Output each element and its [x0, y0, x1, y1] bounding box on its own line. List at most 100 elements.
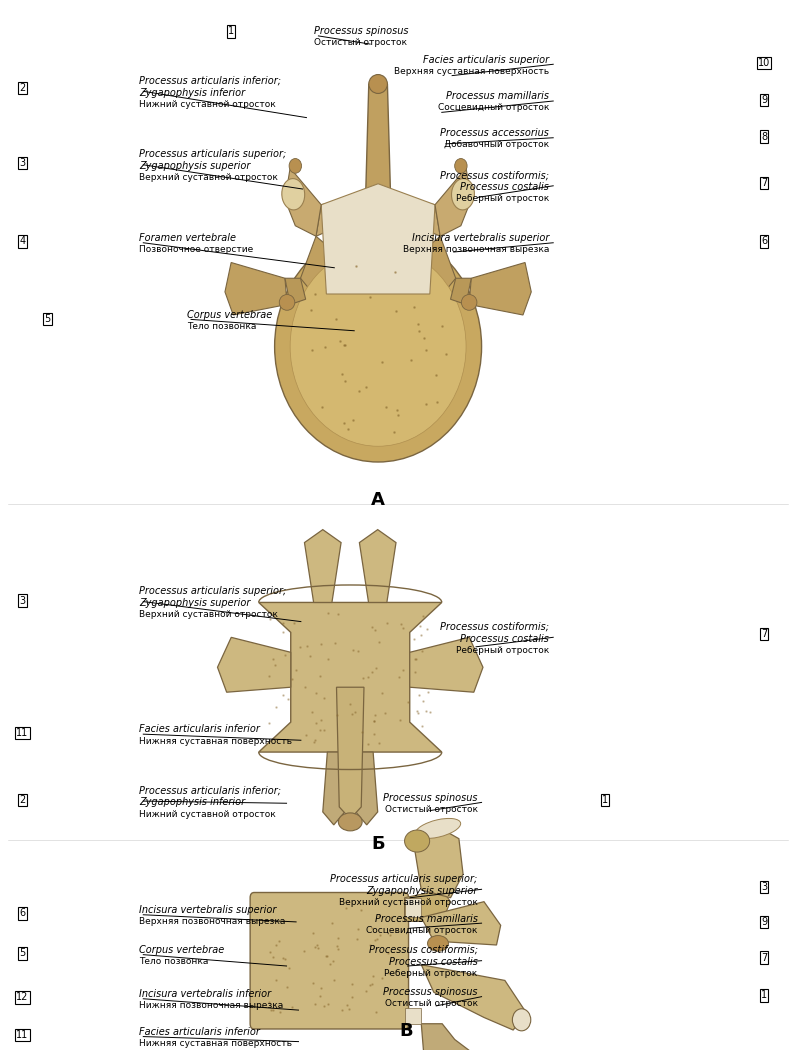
Ellipse shape — [427, 936, 448, 951]
Polygon shape — [259, 603, 442, 752]
Ellipse shape — [369, 75, 388, 93]
Ellipse shape — [404, 830, 430, 853]
Text: Corpus vertebrae: Corpus vertebrae — [187, 310, 272, 320]
Text: Processus costalis: Processus costalis — [388, 958, 478, 967]
Polygon shape — [404, 889, 451, 922]
Text: Верхний суставной отросток: Верхний суставной отросток — [339, 898, 478, 907]
Text: 7: 7 — [761, 952, 767, 963]
Text: Остистый отросток: Остистый отросток — [384, 804, 478, 814]
Text: Foramen vertebrale: Foramen vertebrale — [139, 233, 236, 244]
Text: 5: 5 — [45, 314, 51, 324]
Text: Incisura vertebralis superior: Incisura vertebralis superior — [412, 233, 549, 244]
Polygon shape — [321, 184, 435, 294]
Text: 11: 11 — [16, 1030, 29, 1041]
Polygon shape — [413, 827, 463, 898]
Polygon shape — [404, 898, 421, 918]
Text: Processus spinosus: Processus spinosus — [383, 793, 478, 803]
Text: Реберный отросток: Реберный отросток — [456, 646, 549, 655]
Ellipse shape — [513, 1009, 531, 1031]
Polygon shape — [285, 278, 306, 304]
Polygon shape — [469, 262, 531, 315]
Text: Facies articularis superior: Facies articularis superior — [423, 55, 549, 65]
Text: Processus articularis superior;: Processus articularis superior; — [139, 149, 287, 160]
Text: В: В — [399, 1022, 413, 1040]
Ellipse shape — [279, 295, 295, 311]
Polygon shape — [285, 168, 321, 236]
Polygon shape — [391, 194, 440, 236]
Text: Тело позвонка: Тело позвонка — [139, 958, 209, 966]
Text: А: А — [371, 491, 385, 509]
Ellipse shape — [282, 178, 305, 210]
Polygon shape — [217, 637, 291, 692]
Text: Processus costiformis;: Processus costiformis; — [440, 622, 549, 632]
Text: Processus articularis superior;: Processus articularis superior; — [139, 586, 287, 596]
Text: Остистый отросток: Остистый отросток — [314, 38, 408, 47]
Polygon shape — [421, 1024, 476, 1050]
Ellipse shape — [455, 159, 467, 173]
Text: 7: 7 — [761, 177, 767, 188]
Text: Processus accessorius: Processus accessorius — [440, 128, 549, 139]
Polygon shape — [404, 1008, 421, 1024]
Text: Processus articularis inferior;: Processus articularis inferior; — [139, 76, 281, 86]
Text: 3: 3 — [761, 882, 767, 892]
Text: 12: 12 — [16, 992, 29, 1003]
Text: Zygapophysis superior: Zygapophysis superior — [139, 161, 251, 171]
Polygon shape — [356, 752, 377, 825]
Text: Нижний суставной отросток: Нижний суставной отросток — [139, 810, 276, 819]
Ellipse shape — [338, 813, 362, 831]
Text: 3: 3 — [19, 158, 25, 168]
Polygon shape — [409, 236, 455, 310]
Text: Нижняя суставная поверхность: Нижняя суставная поверхность — [139, 737, 292, 745]
Text: Processus spinosus: Processus spinosus — [383, 987, 478, 998]
Text: 4: 4 — [19, 236, 25, 247]
Text: 9: 9 — [761, 94, 767, 105]
Text: Верхний суставной отросток: Верхний суставной отросток — [139, 610, 278, 620]
Polygon shape — [337, 688, 364, 819]
Text: Processus costalis: Processus costalis — [460, 183, 549, 192]
Ellipse shape — [462, 295, 477, 311]
Polygon shape — [360, 529, 396, 603]
Text: Processus mamillaris: Processus mamillaris — [375, 914, 478, 924]
Text: 2: 2 — [19, 795, 25, 805]
Text: Zygapophysis inferior: Zygapophysis inferior — [139, 798, 245, 807]
Polygon shape — [365, 84, 391, 194]
Text: 7: 7 — [761, 629, 767, 639]
Text: Incisura vertebralis superior: Incisura vertebralis superior — [139, 905, 277, 916]
Text: 1: 1 — [228, 26, 234, 37]
Text: Processus costalis: Processus costalis — [460, 634, 549, 644]
Polygon shape — [323, 752, 345, 825]
Text: Тело позвонка: Тело позвонка — [187, 321, 256, 331]
Text: Реберный отросток: Реберный отросток — [384, 969, 478, 979]
Text: Верхняя позвоночная вырезка: Верхняя позвоночная вырезка — [403, 245, 549, 254]
Text: Реберный отросток: Реберный отросток — [456, 194, 549, 204]
Polygon shape — [305, 529, 341, 603]
Text: 9: 9 — [761, 917, 767, 927]
Text: Facies articularis inferior: Facies articularis inferior — [139, 1027, 260, 1037]
Text: 10: 10 — [758, 58, 771, 68]
Text: Сосцевидный отросток: Сосцевидный отросток — [366, 926, 478, 934]
Text: Processus mamillaris: Processus mamillaris — [447, 91, 549, 102]
Ellipse shape — [416, 818, 461, 839]
Text: Zygapophysis superior: Zygapophysis superior — [366, 886, 478, 896]
Text: 1: 1 — [602, 795, 608, 805]
Text: Добавочный отросток: Добавочный отросток — [444, 140, 549, 149]
Text: Corpus vertebrae: Corpus vertebrae — [139, 945, 224, 956]
Text: 8: 8 — [761, 131, 767, 142]
Text: Нижняя суставная поверхность: Нижняя суставная поверхность — [139, 1040, 292, 1048]
Text: Zygapophysis inferior: Zygapophysis inferior — [139, 87, 245, 98]
Text: 1: 1 — [761, 990, 767, 1001]
Text: 11: 11 — [16, 728, 29, 738]
Text: 2: 2 — [19, 83, 25, 93]
Ellipse shape — [451, 178, 474, 210]
Polygon shape — [316, 194, 365, 236]
Polygon shape — [421, 965, 525, 1030]
Text: Позвоночное отверстие: Позвоночное отверстие — [139, 245, 254, 254]
Text: 6: 6 — [761, 236, 767, 247]
Text: Incisura vertebralis inferior: Incisura vertebralis inferior — [139, 989, 271, 1000]
Text: Processus articularis inferior;: Processus articularis inferior; — [139, 785, 281, 796]
Polygon shape — [451, 278, 471, 304]
Text: 3: 3 — [19, 595, 25, 606]
Text: Processus articularis superior;: Processus articularis superior; — [330, 874, 478, 884]
Text: Сосцевидный отросток: Сосцевидный отросток — [438, 103, 549, 112]
Text: Нижний суставной отросток: Нижний суставной отросток — [139, 100, 276, 109]
